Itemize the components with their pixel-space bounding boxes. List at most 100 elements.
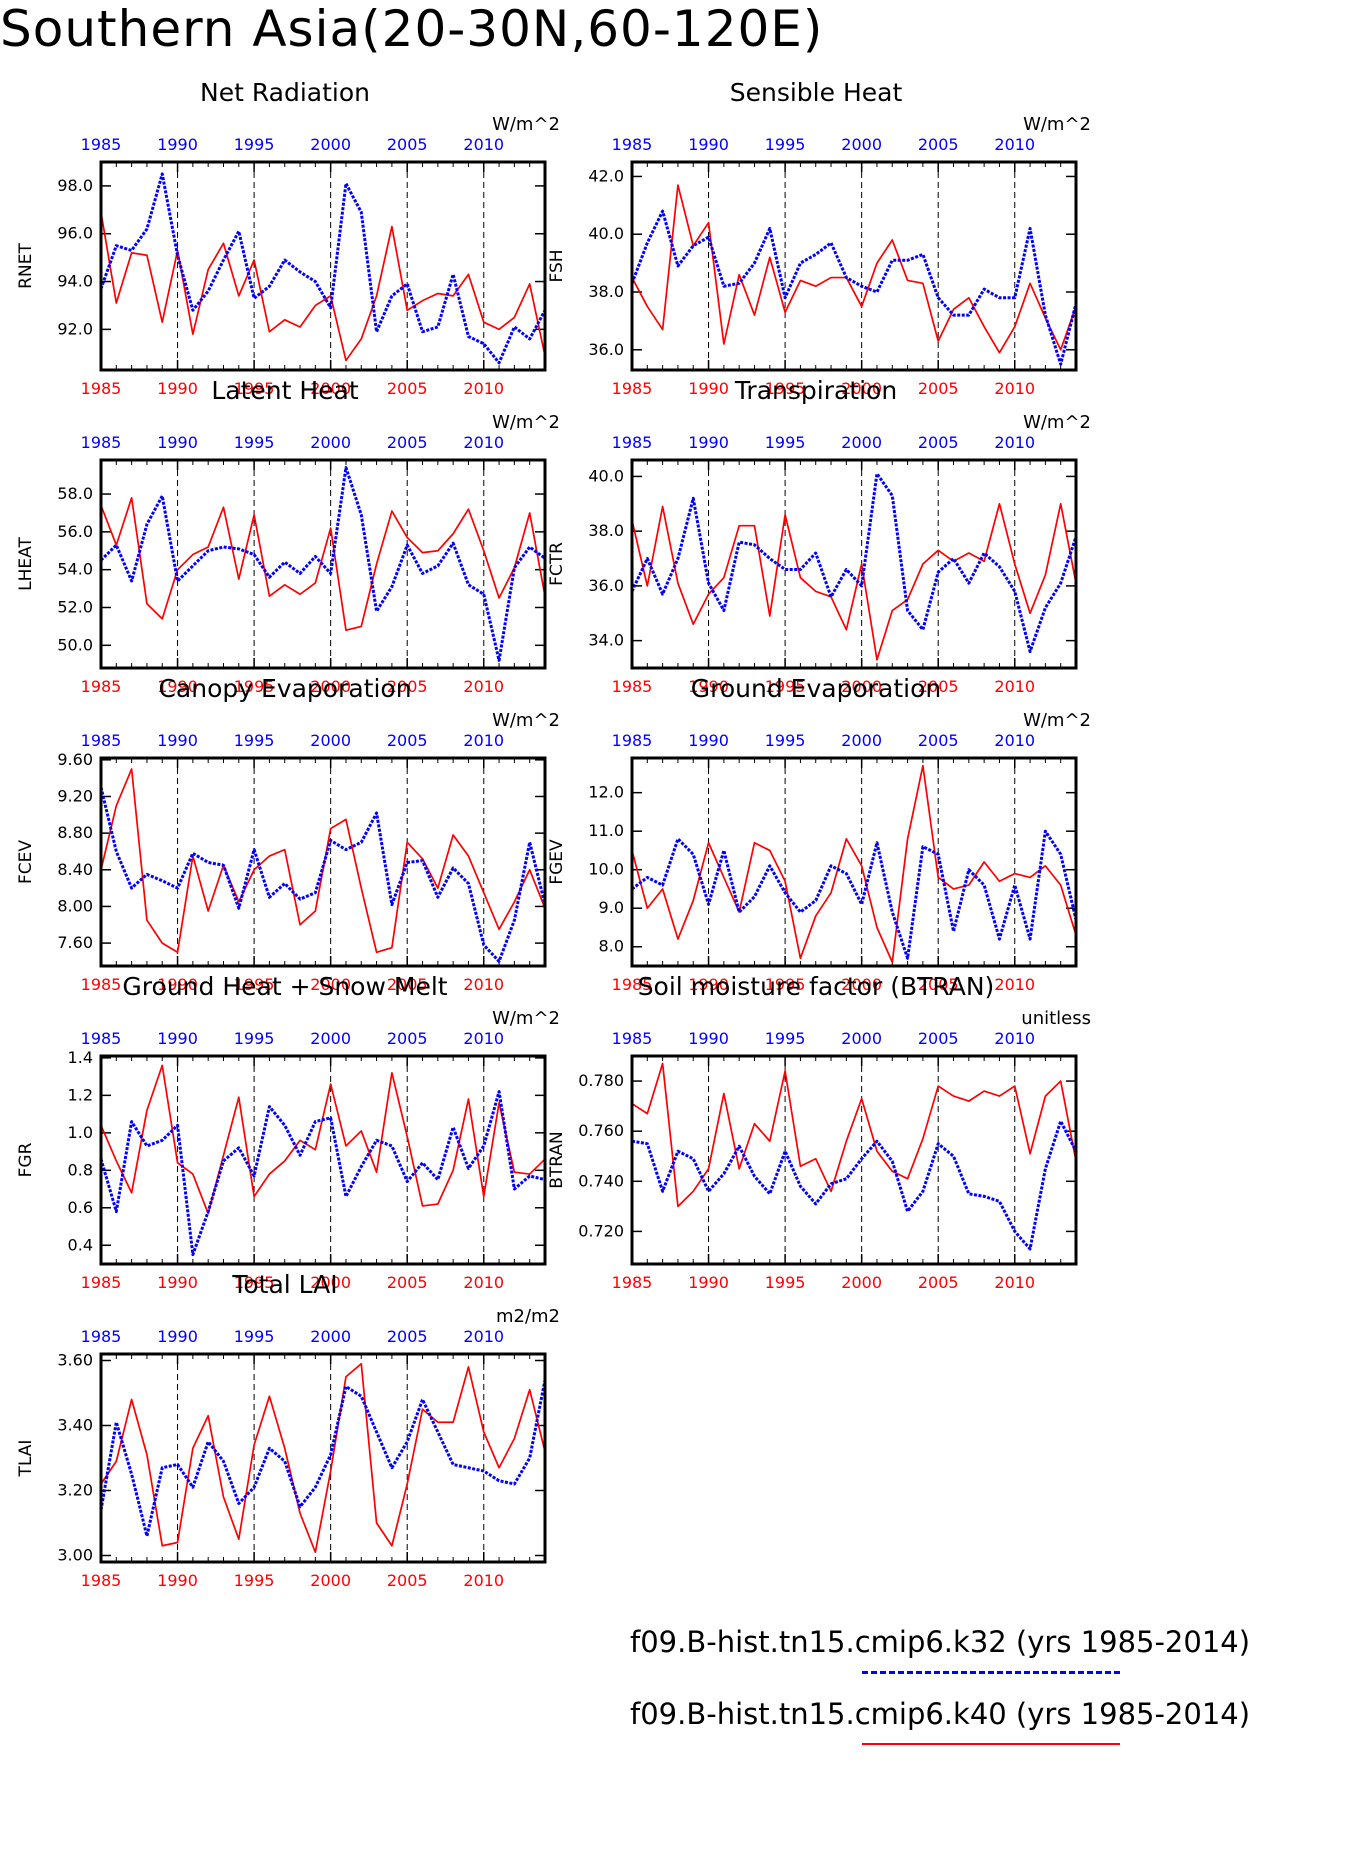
x-tick-label-top: 1995: [765, 731, 806, 750]
x-tick-label-bottom: 1990: [157, 975, 198, 994]
x-tick-label-bottom: 2010: [463, 677, 504, 696]
x-tick-label-top: 1985: [81, 135, 122, 154]
chart-title: Ground Heat + Snow Melt: [122, 972, 448, 1001]
x-tick-label-top: 2000: [310, 135, 351, 154]
y-tick-label: 92.0: [57, 319, 93, 338]
x-tick-label-bottom: 1985: [612, 677, 653, 696]
x-tick-label-bottom: 2005: [387, 379, 428, 398]
x-tick-label-bottom: 2010: [463, 975, 504, 994]
y-axis-label: LHEAT: [16, 537, 36, 591]
series-line-k32: [631, 1119, 1078, 1251]
plot-frame: [99, 458, 547, 670]
x-tick-label-top: 1995: [234, 135, 275, 154]
y-tick-label: 38.0: [588, 282, 624, 301]
y-tick-label: 3.60: [57, 1351, 93, 1370]
x-tick-label-top: 1985: [81, 1327, 122, 1346]
chart-svg: 1985 1985 1990 1990 1995 1995 2000 2000 2005 2005…: [16, 1327, 547, 1590]
x-tick-label-top: 2005: [918, 731, 959, 750]
y-tick-label: 11.0: [588, 821, 624, 840]
units-label: W/m^2: [492, 1008, 560, 1029]
x-tick-label-top: 1990: [157, 135, 198, 154]
legend: f09.B-hist.tn15.cmip6.k32 (yrs 1985-2014…: [630, 1625, 1350, 1785]
x-tick-label-bottom: 1985: [81, 677, 122, 696]
x-tick-label-bottom: 1985: [612, 975, 653, 994]
chart-title: Total LAI: [232, 1270, 338, 1299]
plot-frame: [99, 160, 547, 372]
x-tick-label-bottom: 1990: [157, 677, 198, 696]
chart-title: Sensible Heat: [729, 78, 903, 107]
chart-title: Latent Heat: [211, 376, 359, 405]
x-tick-label-bottom: 2010: [994, 975, 1035, 994]
y-tick-label: 36.0: [588, 576, 624, 595]
y-tick-label: 98.0: [57, 176, 93, 195]
chart-svg: 1985 1985 1990 1990 1995 1995 2000 2000 2005 2005…: [547, 135, 1078, 398]
series-line-k32: [99, 1090, 546, 1257]
panel-latent-heat: Latent Heat W/m^2 1985 1985 1990 1990 1995 1995…: [5, 376, 565, 716]
x-tick-label-top: 1985: [81, 1029, 122, 1048]
x-tick-label-bottom: 2010: [463, 379, 504, 398]
x-tick-label-top: 2000: [310, 433, 351, 452]
x-tick-label-top: 2010: [994, 1029, 1035, 1048]
y-tick-label: 1.0: [68, 1123, 93, 1142]
chart-title: Net Radiation: [200, 78, 370, 107]
units-label: W/m^2: [1023, 412, 1091, 433]
y-axis-label: FGEV: [547, 839, 567, 885]
x-tick-label-top: 2005: [387, 731, 428, 750]
x-tick-label-top: 1995: [234, 1029, 275, 1048]
y-tick-label: 52.0: [57, 597, 93, 616]
x-tick-label-top: 2005: [387, 433, 428, 452]
y-tick-label: 0.4: [68, 1235, 93, 1254]
panel-ground-evaporation: Ground Evaporation W/m^2 1985 1985 1990 1990 1…: [536, 674, 1096, 1014]
x-tick-label-top: 2010: [463, 731, 504, 750]
x-tick-label-bottom: 1990: [157, 379, 198, 398]
plot-frame: [630, 458, 1078, 670]
chart-title: Canopy Evaporation: [158, 674, 412, 703]
x-tick-label-bottom: 2010: [463, 1571, 504, 1590]
x-tick-label-top: 1985: [81, 433, 122, 452]
x-tick-label-bottom: 2005: [918, 975, 959, 994]
x-tick-label-bottom: 1990: [688, 975, 729, 994]
x-tick-label-bottom: 1990: [157, 1571, 198, 1590]
x-tick-label-bottom: 1985: [81, 1273, 122, 1292]
plot-frame: [99, 1352, 547, 1564]
y-tick-label: 56.0: [57, 522, 93, 541]
x-tick-label-bottom: 2005: [387, 1571, 428, 1590]
x-tick-label-top: 2005: [918, 433, 959, 452]
x-tick-label-bottom: 2005: [387, 677, 428, 696]
x-tick-label-top: 2005: [918, 135, 959, 154]
x-tick-label-top: 1990: [157, 433, 198, 452]
y-tick-label: 8.00: [57, 896, 93, 915]
panel-ground-heat: Ground Heat + Snow Melt W/m^2 1985 1985 1990…: [5, 972, 565, 1312]
chart-svg: 1985 1985 1990 1990 1995 1995 2000 2000 2005 2005…: [16, 1029, 547, 1292]
x-tick-label-top: 2000: [841, 1029, 882, 1048]
x-tick-label-top: 1990: [157, 1029, 198, 1048]
x-tick-label-top: 1990: [157, 731, 198, 750]
x-tick-label-bottom: 2010: [994, 1273, 1035, 1292]
y-tick-label: 9.20: [57, 786, 93, 805]
units-label: W/m^2: [1023, 710, 1091, 731]
panel-btran: Soil moisture factor (BTRAN) unitless 1985…: [536, 972, 1096, 1312]
series-line-k40: [631, 764, 1077, 963]
x-tick-label-bottom: 2005: [918, 379, 959, 398]
x-tick-label-bottom: 1995: [234, 1571, 275, 1590]
y-tick-label: 3.00: [57, 1546, 93, 1565]
chart-svg: 1985 1985 1990 1990 1995 1995 2000 2000 2005 2005…: [16, 731, 547, 994]
x-tick-label-bottom: 2010: [994, 379, 1035, 398]
x-tick-label-bottom: 2000: [841, 677, 882, 696]
x-tick-label-top: 2000: [310, 1029, 351, 1048]
x-tick-label-bottom: 2005: [918, 1273, 959, 1292]
x-tick-label-top: 1985: [81, 731, 122, 750]
series-line-k32: [99, 466, 546, 662]
series-line-k40: [100, 496, 546, 632]
y-tick-label: 3.20: [57, 1481, 93, 1500]
y-axis-label: BTRAN: [547, 1131, 567, 1189]
legend-label-k40: f09.B-hist.tn15.cmip6.k40 (yrs 1985-2014…: [630, 1697, 1251, 1731]
chart-title: Soil moisture factor (BTRAN): [637, 972, 995, 1001]
plot-frame: [630, 756, 1078, 968]
x-tick-label-top: 2010: [463, 1029, 504, 1048]
x-tick-label-top: 1995: [234, 1327, 275, 1346]
panel-total-lai: Total LAI m2/m2 1985 1985 1990 1990 1995 1995 20…: [5, 1270, 565, 1610]
plot-frame: [99, 756, 547, 968]
x-tick-label-bottom: 2000: [841, 379, 882, 398]
chart-title: Transpiration: [734, 376, 898, 405]
